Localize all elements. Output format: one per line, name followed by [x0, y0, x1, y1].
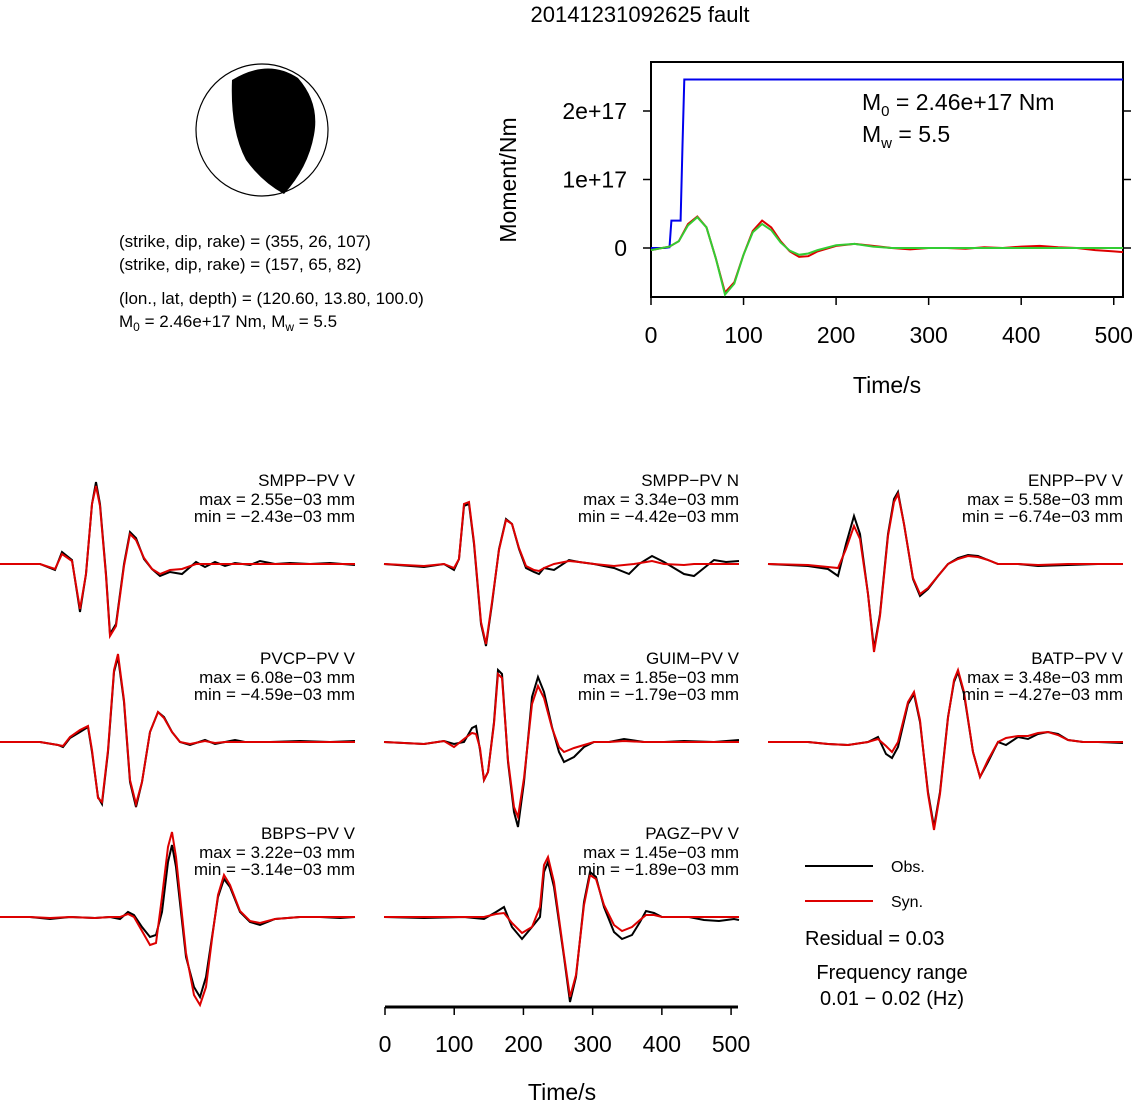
- moment-ylabel: Moment/Nm: [495, 117, 521, 242]
- waveform-xtick-label: 0: [379, 1031, 392, 1057]
- waveform-syn-trace: [383, 500, 739, 645]
- station-label: BBPS−PV V: [261, 824, 356, 843]
- waveform-xlabel: Time/s: [528, 1079, 596, 1103]
- min-label: min = −6.74e−03 mm: [962, 507, 1123, 526]
- max-label: max = 1.85e−03 mm: [583, 668, 739, 687]
- station-label: PAGZ−PV V: [645, 824, 739, 843]
- moment-xlabel: Time/s: [853, 372, 921, 398]
- moment-series-2: [650, 215, 1123, 297]
- waveform-syn-trace: [0, 485, 355, 640]
- waveform-syn-trace: [384, 854, 739, 998]
- info-line-1: (strike, dip, rake) = (355, 26, 107): [119, 232, 371, 251]
- station-label: SMPP−PV N: [641, 471, 739, 490]
- residual-text: Residual = 0.03: [805, 928, 945, 950]
- frequency-value: 0.01 − 0.02 (Hz): [820, 988, 964, 1010]
- moment-xtick-label: 100: [724, 322, 762, 348]
- legend-syn-label: Syn.: [891, 894, 923, 911]
- max-label: max = 3.22e−03 mm: [199, 843, 355, 862]
- moment-xtick-label: 500: [1095, 322, 1133, 348]
- waveform-obs-trace: [383, 502, 740, 647]
- station-label: PVCP−PV V: [260, 649, 356, 668]
- legend-obs-label: Obs.: [891, 859, 925, 876]
- waveform-syn-trace: [767, 490, 1123, 653]
- waveform-xtick-label: 200: [504, 1031, 542, 1057]
- info-line-4: M0 = 2.46e+17 Nm, Mw = 5.5: [119, 312, 337, 334]
- max-label: max = 3.34e−03 mm: [583, 490, 739, 509]
- frequency-title: Frequency range: [816, 962, 967, 984]
- max-label: max = 1.45e−03 mm: [583, 843, 739, 862]
- waveform-xtick-label: 500: [712, 1031, 750, 1057]
- moment-annotation-mw: Mw = 5.5: [862, 121, 950, 152]
- moment-ytick-label: 1e+17: [562, 167, 627, 193]
- max-label: max = 3.48e−03 mm: [967, 668, 1123, 687]
- waveform-xtick-label: 400: [643, 1031, 681, 1057]
- station-label: BATP−PV V: [1031, 649, 1123, 668]
- min-label: min = −2.43e−03 mm: [194, 507, 355, 526]
- waveform-syn-trace: [0, 831, 355, 1008]
- waveform-syn-trace: [383, 671, 739, 821]
- waveform-time-axis: 0 100 200 300 400 500 Time/s: [379, 1005, 750, 1103]
- max-label: max = 6.08e−03 mm: [199, 668, 355, 687]
- waveform-xtick-label: 300: [573, 1031, 611, 1057]
- moment-ytick-label: 2e+17: [562, 98, 627, 124]
- station-label: GUIM−PV V: [646, 649, 740, 668]
- moment-ytick-label: 0: [614, 235, 627, 261]
- info-line-2: (strike, dip, rake) = (157, 65, 82): [119, 255, 361, 274]
- min-label: min = −4.59e−03 mm: [194, 685, 355, 704]
- info-line-3: (lon., lat, depth) = (120.60, 13.80, 100…: [119, 289, 424, 308]
- min-label: min = −4.42e−03 mm: [578, 507, 739, 526]
- moment-chart: 0 100 200 300 400 500 0 1e+17 2e+17 Moment/Nm T…: [495, 61, 1133, 398]
- focal-mechanism-beachball: [195, 63, 329, 197]
- moment-xtick-label: 0: [645, 322, 658, 348]
- waveform-syn-trace: [0, 653, 355, 808]
- waveform-xtick-label: 100: [435, 1031, 473, 1057]
- legend: Obs. Syn.: [805, 859, 925, 911]
- max-label: max = 5.58e−03 mm: [967, 490, 1123, 509]
- station-label: SMPP−PV V: [258, 471, 356, 490]
- moment-xtick-label: 200: [817, 322, 855, 348]
- station-label: ENPP−PV V: [1028, 471, 1124, 490]
- min-label: min = −1.89e−03 mm: [578, 860, 739, 879]
- moment-annotation-m0: M0 = 2.46e+17 Nm: [862, 89, 1054, 120]
- max-label: max = 2.55e−03 mm: [199, 490, 355, 509]
- waveform-syn-trace: [768, 666, 1123, 831]
- moment-xtick-label: 400: [1002, 322, 1040, 348]
- moment-xtick-label: 300: [909, 322, 947, 348]
- min-label: min = −3.14e−03 mm: [194, 860, 355, 879]
- min-label: min = −1.79e−03 mm: [578, 685, 739, 704]
- min-label: min = −4.27e−03 mm: [962, 685, 1123, 704]
- figure-title: 20141231092625 fault: [531, 2, 750, 27]
